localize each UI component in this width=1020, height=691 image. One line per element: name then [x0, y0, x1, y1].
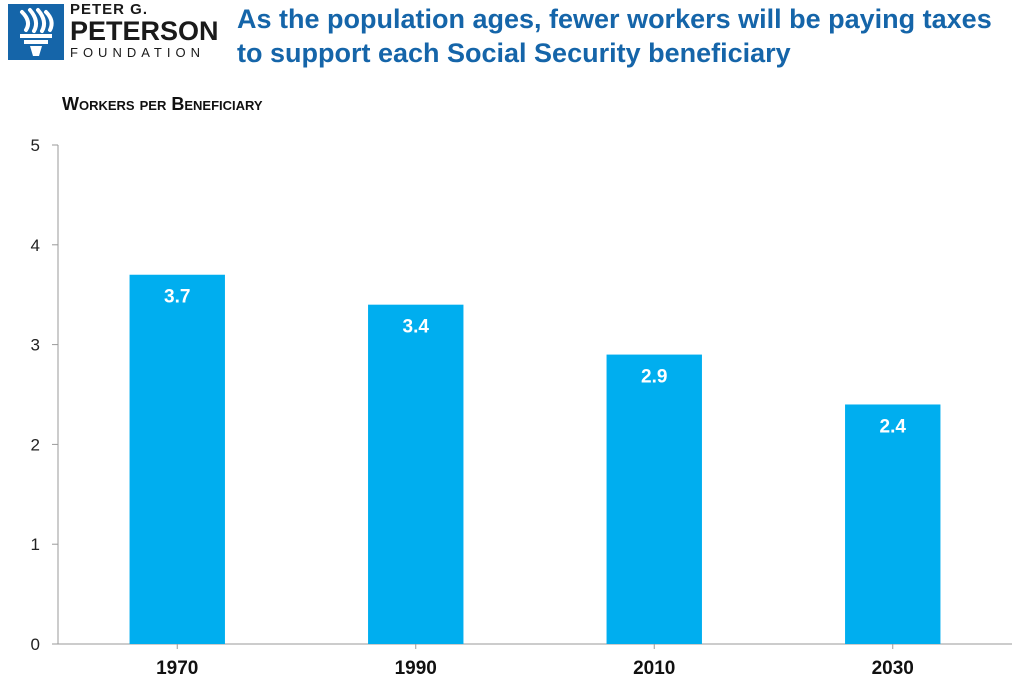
y-tick-label: 1 — [31, 535, 40, 554]
x-tick-label-2030: 2030 — [872, 658, 914, 679]
chart-headline: As the population ages, fewer workers wi… — [237, 4, 992, 68]
x-tick-label-1990: 1990 — [395, 658, 437, 679]
y-tick-label: 4 — [31, 236, 40, 255]
logo-line-2: PETERSON — [70, 16, 219, 46]
torch-icon — [8, 4, 64, 60]
y-tick-label: 3 — [31, 336, 40, 355]
bar-2030 — [845, 404, 941, 644]
bar-1970 — [129, 274, 225, 644]
data-label-1990: 3.4 — [403, 317, 430, 338]
y-axis-title: Workers per Beneficiary — [62, 94, 263, 114]
bar-1990 — [368, 304, 464, 644]
y-tick-label: 5 — [31, 136, 40, 155]
foundation-logo: PETER G. PETERSON FOUNDATION — [8, 2, 228, 64]
data-label-1970: 3.7 — [164, 287, 190, 308]
data-label-2010: 2.9 — [641, 367, 667, 388]
logo-wordmark: PETER G. PETERSON FOUNDATION — [70, 2, 219, 59]
logo-line-1: PETER G. — [70, 1, 149, 18]
x-tick-label-2010: 2010 — [633, 658, 675, 679]
data-label-2030: 2.4 — [880, 416, 907, 437]
y-tick-label: 0 — [31, 635, 40, 654]
logo-line-3: FOUNDATION — [70, 45, 205, 60]
bar-2010 — [606, 354, 702, 644]
x-tick-label-1970: 1970 — [156, 658, 198, 679]
y-tick-label: 2 — [31, 435, 40, 454]
